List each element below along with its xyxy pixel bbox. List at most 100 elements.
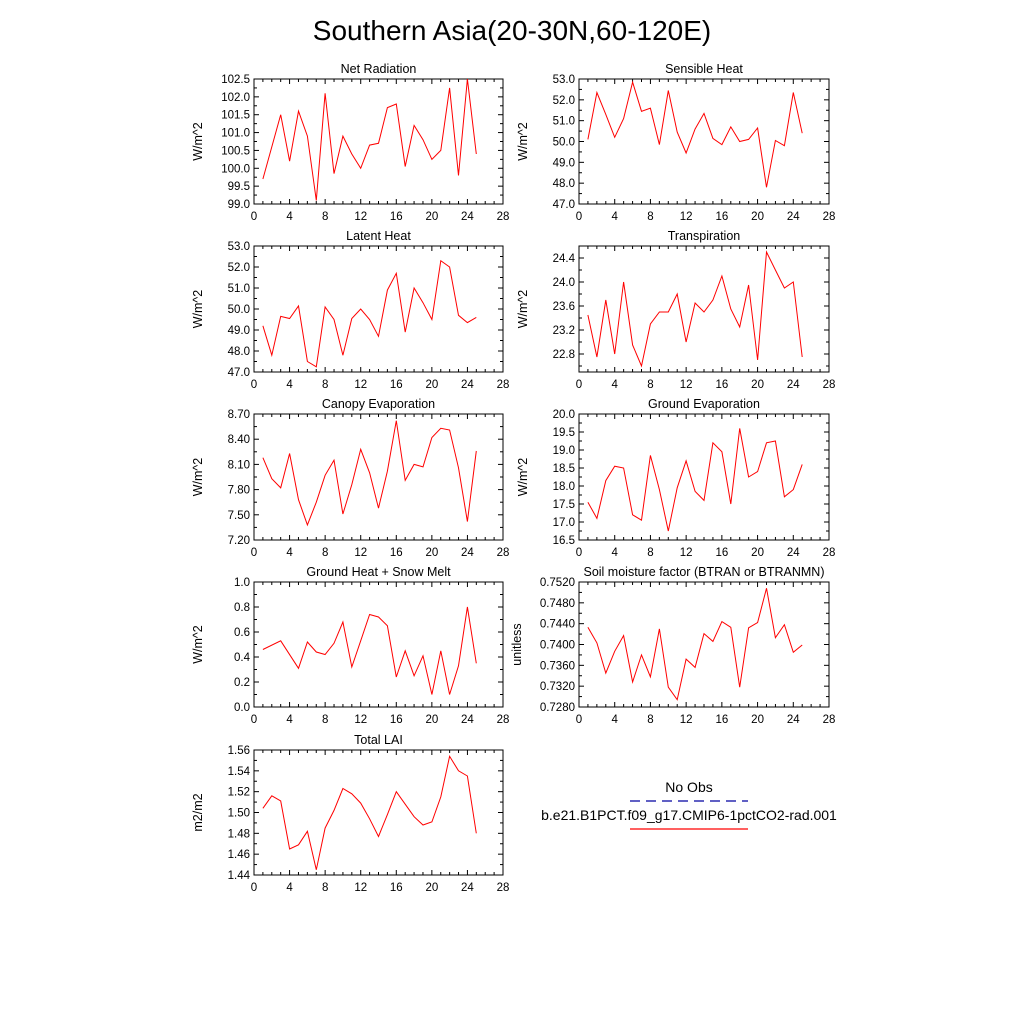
y-tick-label: 100.0	[221, 163, 250, 175]
y-axis-label: m2/m2	[191, 793, 205, 831]
x-tick-label: 20	[425, 547, 438, 559]
y-tick-label: 17.5	[553, 499, 575, 511]
x-tick-label: 28	[823, 547, 836, 559]
y-tick-label: 102.0	[221, 92, 250, 104]
x-tick-label: 12	[354, 882, 367, 894]
plot-frame	[253, 413, 504, 541]
y-tick-label: 0.7360	[540, 660, 575, 672]
plot-frame	[253, 749, 504, 876]
chart-panel: Sensible Heat 0 4 8 12 16 20 24 28 47.0 48.0 49.0 50…	[516, 62, 835, 223]
series-line	[587, 250, 803, 368]
x-tick-label: 0	[251, 547, 257, 559]
x-tick-label: 12	[354, 714, 367, 726]
y-axis-label: W/m^2	[191, 625, 205, 664]
y-tick-label: 18.5	[553, 463, 575, 475]
x-tick-label: 4	[612, 547, 619, 559]
x-tick-label: 4	[286, 379, 293, 391]
x-tick-label: 0	[251, 882, 257, 894]
x-tick-label: 4	[286, 882, 293, 894]
x-tick-label: 16	[390, 714, 403, 726]
x-tick-label: 24	[787, 211, 800, 223]
series-line	[587, 80, 803, 188]
y-tick-label: 8.10	[228, 459, 250, 471]
x-tick-label: 8	[647, 211, 653, 223]
x-tick-label: 8	[322, 379, 328, 391]
y-axis-label: unitless	[510, 623, 524, 665]
panel-title: Ground Evaporation	[648, 397, 760, 411]
y-axis-label: W/m^2	[516, 458, 530, 497]
x-tick-label: 20	[751, 714, 764, 726]
y-tick-label: 0.0	[234, 702, 250, 714]
y-tick-label: 23.6	[553, 301, 575, 313]
plot-frame	[578, 245, 830, 373]
y-axis-label: W/m^2	[516, 290, 530, 329]
chart-panel: Canopy Evaporation 0 4 8 12 16 20 24 28 7.20 7.50 7…	[191, 397, 509, 559]
x-tick-label: 28	[823, 714, 836, 726]
x-tick-label: 0	[576, 714, 582, 726]
x-tick-label: 4	[612, 714, 619, 726]
y-tick-label: 19.5	[553, 427, 575, 439]
x-tick-label: 28	[497, 882, 510, 894]
series-line	[587, 428, 803, 532]
x-tick-label: 28	[823, 379, 836, 391]
y-tick-label: 48.0	[228, 346, 250, 358]
x-tick-label: 4	[286, 211, 293, 223]
x-tick-label: 28	[497, 714, 510, 726]
x-tick-label: 12	[354, 379, 367, 391]
y-tick-label: 53.0	[553, 74, 575, 86]
y-tick-label: 19.0	[553, 445, 575, 457]
y-tick-label: 49.0	[228, 325, 250, 337]
plot-frame	[253, 581, 504, 708]
y-tick-label: 16.5	[553, 535, 575, 547]
panel-title: Total LAI	[354, 733, 403, 747]
series-line	[262, 754, 477, 870]
x-tick-label: 28	[497, 379, 510, 391]
y-tick-label: 0.7520	[540, 577, 575, 589]
y-tick-label: 20.0	[553, 409, 575, 421]
x-tick-label: 8	[322, 882, 328, 894]
y-tick-label: 1.46	[228, 849, 250, 861]
x-tick-label: 24	[787, 714, 800, 726]
chart-panel: Soil moisture factor (BTRAN or BTRANMN) 0…	[510, 565, 835, 726]
x-tick-label: 20	[425, 714, 438, 726]
y-tick-label: 50.0	[228, 304, 250, 316]
y-tick-label: 7.20	[228, 535, 250, 547]
x-tick-label: 12	[680, 547, 693, 559]
x-tick-label: 20	[751, 379, 764, 391]
y-axis-label: W/m^2	[191, 458, 205, 497]
x-tick-label: 12	[354, 211, 367, 223]
series-line	[262, 420, 477, 527]
plot-frame	[578, 581, 830, 708]
x-tick-label: 16	[715, 379, 728, 391]
x-tick-label: 24	[461, 882, 474, 894]
x-tick-label: 8	[647, 379, 653, 391]
x-tick-label: 16	[390, 211, 403, 223]
panel-title: Soil moisture factor (BTRAN or BTRANMN)	[583, 565, 824, 579]
y-tick-label: 8.40	[228, 434, 250, 446]
x-tick-label: 4	[286, 547, 293, 559]
y-tick-label: 18.0	[553, 481, 575, 493]
x-tick-label: 28	[497, 547, 510, 559]
y-tick-label: 51.0	[553, 116, 575, 128]
x-tick-label: 8	[322, 714, 328, 726]
panel-title: Canopy Evaporation	[322, 397, 435, 411]
plot-frame	[253, 245, 504, 373]
x-tick-label: 16	[390, 379, 403, 391]
x-tick-label: 8	[647, 547, 653, 559]
y-tick-label: 48.0	[553, 178, 575, 190]
y-tick-label: 8.70	[228, 409, 250, 421]
x-tick-label: 24	[461, 379, 474, 391]
y-tick-label: 0.2	[234, 677, 250, 689]
x-tick-label: 0	[576, 379, 582, 391]
series-line	[587, 588, 803, 701]
series-line	[262, 606, 477, 695]
x-tick-label: 0	[251, 211, 257, 223]
x-tick-label: 16	[715, 714, 728, 726]
x-tick-label: 20	[425, 379, 438, 391]
y-tick-label: 0.6	[234, 627, 250, 639]
x-tick-label: 16	[390, 882, 403, 894]
panel-title: Latent Heat	[346, 229, 411, 243]
y-tick-label: 1.50	[228, 808, 250, 820]
x-tick-label: 24	[787, 547, 800, 559]
